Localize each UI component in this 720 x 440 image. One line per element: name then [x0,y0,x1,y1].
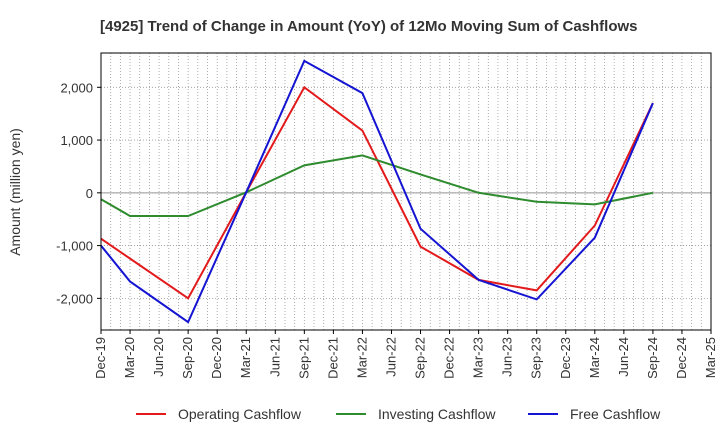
x-tick-label: Mar-22 [354,337,369,378]
y-tick-label: -2,000 [56,291,93,306]
x-tick-label: Sep-22 [413,337,428,379]
y-tick-label: 1,000 [60,133,93,148]
x-tick-label: Dec-19 [93,337,108,379]
series-lines [100,59,654,324]
y-axis-label: Amount (million yen) [7,128,23,256]
operating-cashflow-line [100,85,654,300]
x-tick-label: Sep-20 [180,337,195,379]
x-tick-label: Mar-20 [122,337,137,378]
x-tick-label: Jun-21 [267,337,282,377]
y-tick-label: 2,000 [60,80,93,95]
x-tick-label: Dec-23 [558,337,573,379]
x-tick-label: Dec-22 [442,337,457,379]
x-tick-label: Sep-21 [296,337,311,379]
x-tick-label: Mar-21 [238,337,253,378]
operating-cashflow-legend-label: Operating Cashflow [178,406,302,422]
y-tick-label: -1,000 [56,239,93,254]
x-tick-label: Mar-24 [587,337,602,378]
x-tick-label: Jun-23 [500,337,515,377]
x-tick-label: Dec-21 [325,337,340,379]
free-cashflow-line [100,59,654,324]
y-tick-label: 0 [86,186,93,201]
chart-title: [4925] Trend of Change in Amount (YoY) o… [100,18,638,35]
x-tick-label: Dec-24 [674,337,689,379]
x-tick-label: Jun-24 [616,337,631,377]
x-tick-label: Sep-24 [645,337,660,379]
investing-cashflow-line [100,154,654,217]
investing-cashflow-legend-label: Investing Cashflow [378,406,496,422]
axis-ticks: -2,000 -1,000 0 1,000 2,000 Dec-19 Mar-20 Jun-2… [56,80,718,379]
legend: Operating Cashflow Investing Cashflow Free… [136,406,661,422]
x-tick-label: Mar-23 [471,337,486,378]
x-tick-label: Mar-25 [703,337,718,378]
plot-frame [100,52,712,331]
x-tick-label: Jun-20 [151,337,166,377]
x-tick-label: Sep-23 [529,337,544,379]
x-tick-label: Dec-20 [209,337,224,379]
free-cashflow-legend-label: Free Cashflow [570,406,661,422]
x-tick-label: Jun-22 [383,337,398,377]
